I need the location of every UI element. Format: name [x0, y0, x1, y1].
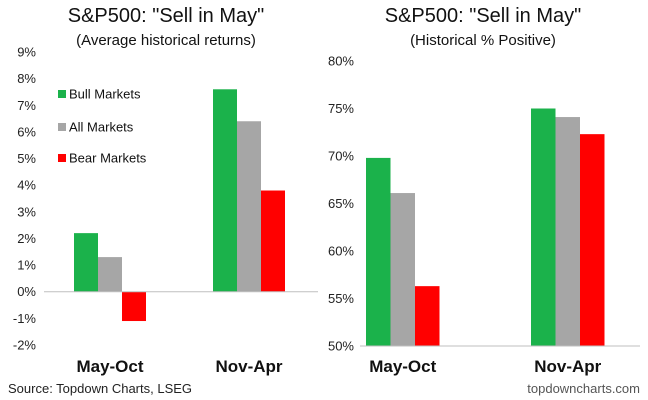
bar-all-markets-may-oct [98, 257, 122, 292]
bar-all-markets-may-oct [390, 193, 415, 346]
y-tick-label: 3% [17, 204, 36, 219]
legend-swatch-bear-markets [58, 154, 66, 162]
y-tick-label: 4% [17, 178, 36, 193]
left-chart-panel: S&P500: "Sell in May" (Average historica… [13, 5, 318, 376]
y-tick-label: 2% [17, 231, 36, 246]
right-y-axis: 50% 55% 60% 65% 70% 75% 80% [328, 54, 354, 354]
y-tick-label: 65% [328, 196, 354, 211]
bar-bear-markets-nov-apr [261, 190, 285, 292]
left-y-axis: -2% -1% 0% 1% 2% 3% 4% 5% 6% 7% 8% 9% [13, 45, 37, 353]
website-credit[interactable]: topdowncharts.com [527, 381, 640, 396]
bar-bull-markets-nov-apr [213, 89, 237, 292]
bar-bear-markets-nov-apr [580, 134, 605, 346]
left-chart-title: S&P500: "Sell in May" [68, 5, 265, 27]
bar-all-markets-nov-apr [237, 121, 261, 292]
y-tick-label: 70% [328, 149, 354, 164]
category-label: May-Oct [76, 357, 143, 376]
bar-bull-markets-may-oct [366, 157, 391, 346]
right-chart-subtitle: (Historical % Positive) [410, 32, 556, 49]
source-note: Source: Topdown Charts, LSEG [8, 381, 192, 396]
y-tick-label: 7% [17, 98, 36, 113]
bar-bull-markets-nov-apr [531, 108, 556, 346]
y-tick-label: 80% [328, 54, 354, 69]
left-bars [74, 89, 285, 322]
y-tick-label: 9% [17, 45, 36, 60]
y-tick-label: 1% [17, 258, 36, 273]
legend: Bull Markets All Markets Bear Markets [58, 87, 147, 166]
legend-label-bear-markets: Bear Markets [69, 151, 147, 166]
y-tick-label: 60% [328, 244, 354, 259]
bar-bear-markets-may-oct [415, 286, 440, 346]
y-tick-label: -2% [13, 338, 37, 353]
right-category-labels: May-Oct Nov-Apr [369, 357, 601, 376]
y-tick-label: 75% [328, 101, 354, 116]
y-tick-label: 0% [17, 284, 36, 299]
category-label: May-Oct [369, 357, 436, 376]
right-chart-panel: S&P500: "Sell in May" (Historical % Posi… [328, 5, 640, 376]
bar-all-markets-nov-apr [555, 117, 580, 346]
y-tick-label: 6% [17, 124, 36, 139]
y-tick-label: 5% [17, 151, 36, 166]
y-tick-label: -1% [13, 311, 37, 326]
left-chart-subtitle: (Average historical returns) [76, 32, 256, 49]
legend-label-all-markets: All Markets [69, 120, 134, 135]
left-category-labels: May-Oct Nov-Apr [76, 357, 282, 376]
legend-label-bull-markets: Bull Markets [69, 87, 141, 102]
y-tick-label: 55% [328, 291, 354, 306]
category-label: Nov-Apr [215, 357, 282, 376]
bar-bull-markets-may-oct [74, 233, 98, 292]
legend-swatch-all-markets [58, 123, 66, 131]
bar-bear-markets-may-oct [122, 291, 146, 322]
y-tick-label: 50% [328, 339, 354, 354]
right-bars [366, 108, 605, 346]
right-chart-title: S&P500: "Sell in May" [385, 5, 582, 27]
legend-swatch-bull-markets [58, 90, 66, 98]
y-tick-label: 8% [17, 71, 36, 86]
category-label: Nov-Apr [534, 357, 601, 376]
